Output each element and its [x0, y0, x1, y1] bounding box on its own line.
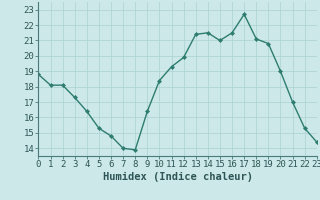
X-axis label: Humidex (Indice chaleur): Humidex (Indice chaleur) [103, 172, 252, 182]
